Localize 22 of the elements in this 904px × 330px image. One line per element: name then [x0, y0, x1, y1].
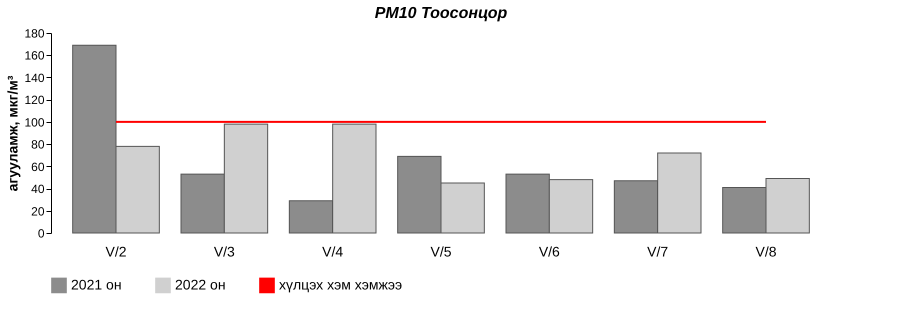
- y-tick-label: 100: [24, 115, 45, 130]
- y-tick-label: 60: [31, 160, 45, 174]
- x-tick-label: V/2: [105, 244, 127, 260]
- y-tick-label: 180: [24, 26, 45, 40]
- y-tick-label: 120: [24, 93, 45, 108]
- chart-title: PM10 Тоосонцор: [374, 5, 508, 22]
- x-tick-label: V/3: [214, 244, 236, 260]
- y-tick-label: 80: [31, 138, 45, 152]
- y-tick-label: 140: [24, 70, 45, 85]
- legend-label: 2022 он: [175, 276, 226, 292]
- x-tick-label: V/5: [430, 244, 452, 260]
- y-tick-label: 20: [31, 204, 45, 218]
- x-tick-label: V/8: [755, 244, 777, 260]
- x-tick-label: V/6: [538, 244, 560, 260]
- x-tick-label: V/7: [647, 244, 668, 260]
- y-tick-label: 0: [38, 226, 45, 240]
- legend-label: хүлцэх хэм хэмжээ: [279, 276, 402, 292]
- legend-label: 2021 он: [71, 276, 122, 292]
- y-axis-title: агууламж, мкг/м³: [4, 75, 20, 192]
- y-tick-label: 40: [31, 182, 45, 196]
- x-tick-label: V/4: [322, 244, 344, 260]
- y-tick-label: 160: [24, 48, 45, 63]
